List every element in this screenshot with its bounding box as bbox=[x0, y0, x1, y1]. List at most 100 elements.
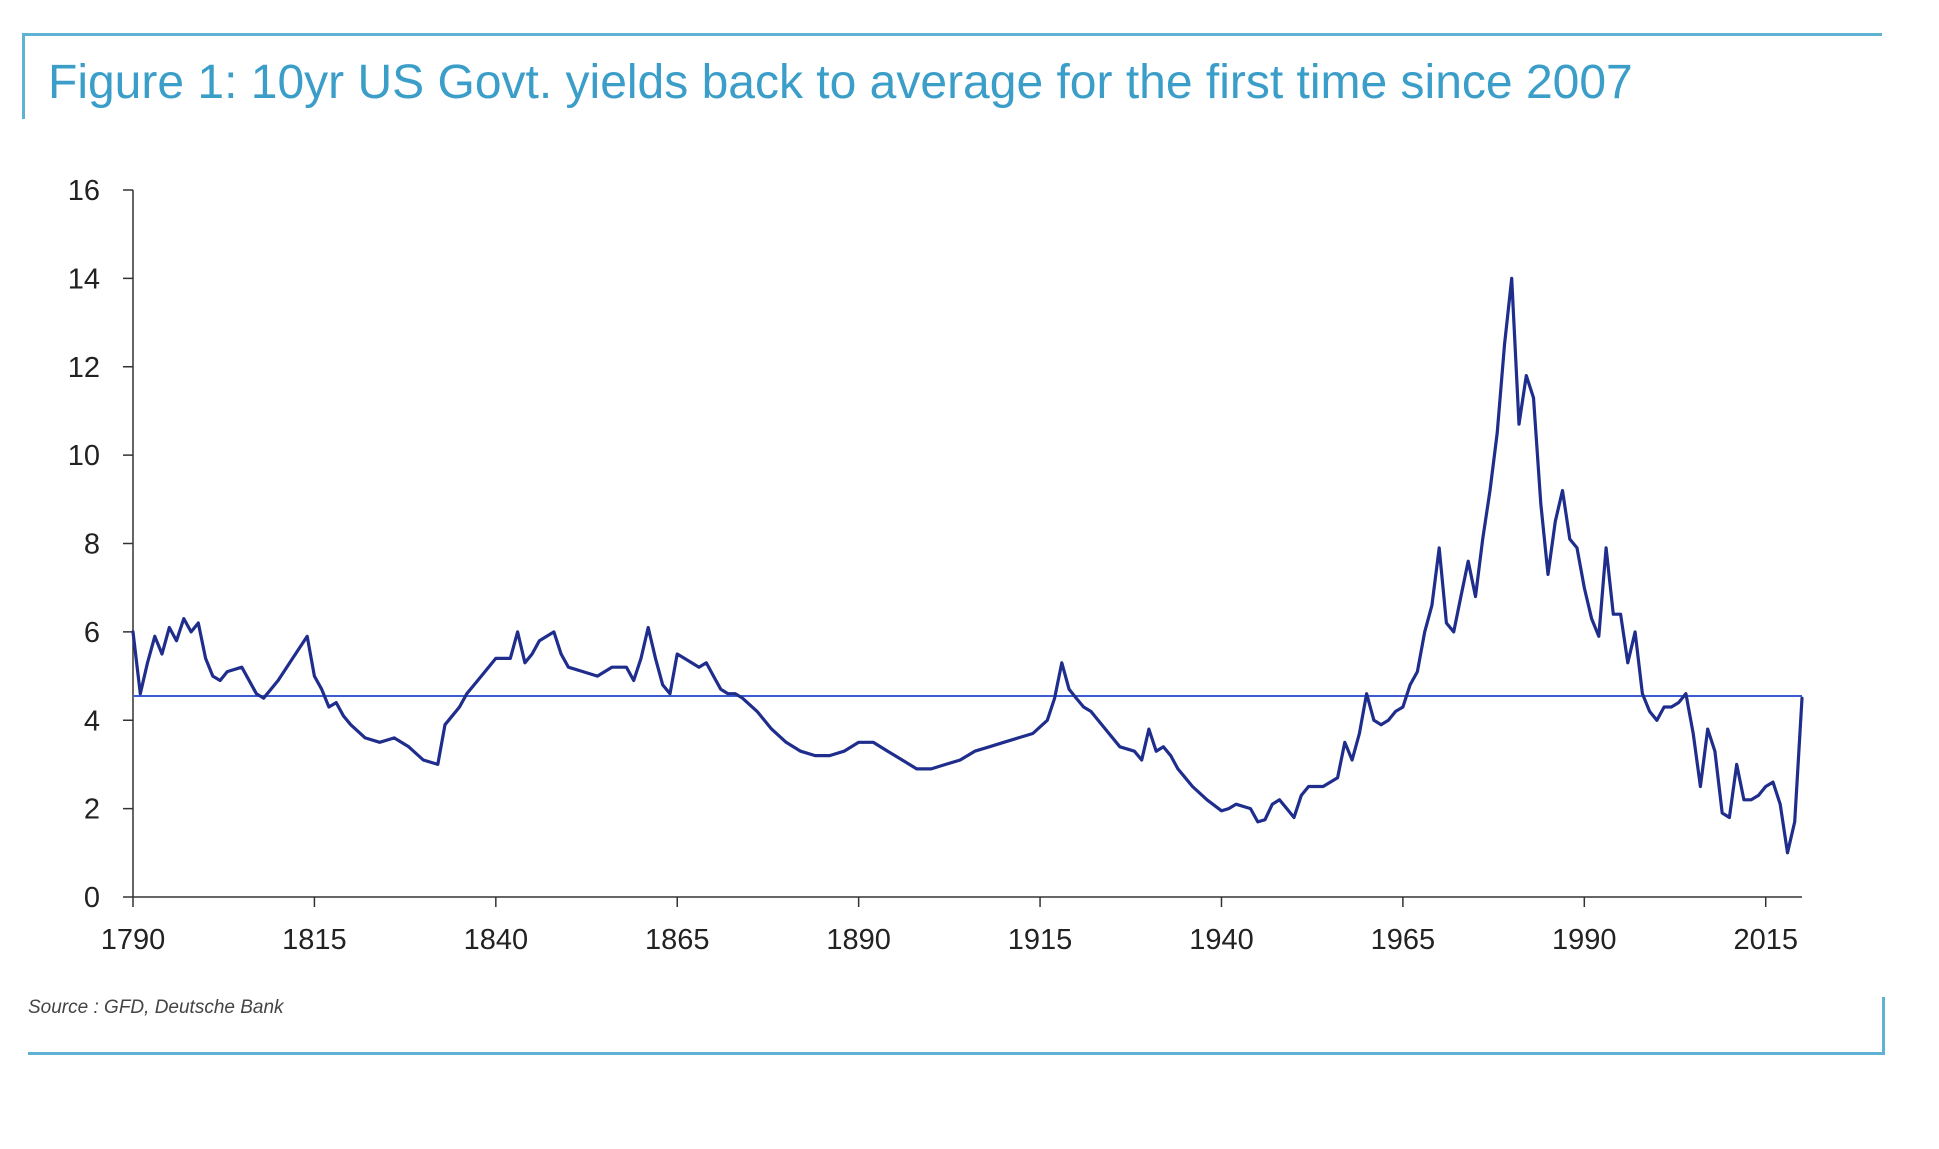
yield-data-point bbox=[654, 657, 657, 660]
yield-data-point bbox=[1714, 750, 1716, 752]
y-tick-label: 16 bbox=[68, 175, 100, 207]
yield-data-point bbox=[1249, 807, 1252, 810]
yield-data-point bbox=[538, 639, 541, 642]
yield-data-point bbox=[1264, 818, 1266, 821]
yield-data-point bbox=[1540, 502, 1542, 505]
axes: 0 2 4 6 8 10 12 14 16 1790 1815 1840 1865 1890 1915 194… bbox=[68, 175, 1802, 956]
yield-data-point bbox=[1786, 852, 1789, 854]
yield-data-point bbox=[915, 768, 918, 770]
yield-data-point bbox=[1641, 692, 1644, 695]
yield-data-point bbox=[1235, 803, 1237, 805]
x-tick-label: 1840 bbox=[464, 924, 529, 956]
yield-data-point bbox=[712, 675, 715, 677]
yield-data-point bbox=[1547, 573, 1549, 576]
yield-data-point bbox=[611, 666, 613, 668]
yield-data-point bbox=[1525, 374, 1528, 377]
x-tick-label: 1990 bbox=[1552, 924, 1617, 956]
yield-data-point bbox=[1409, 684, 1411, 686]
yield-data-point bbox=[930, 768, 932, 770]
yield-data-point bbox=[1082, 706, 1085, 708]
yield-data-point bbox=[1351, 759, 1353, 761]
yield-data-point bbox=[146, 662, 149, 664]
yield-data-point bbox=[183, 617, 185, 620]
figure-title: Figure 1: 10yr US Govt. yields back to a… bbox=[48, 56, 1633, 109]
yield-data-point bbox=[625, 666, 628, 668]
y-tick-label: 12 bbox=[68, 352, 100, 384]
yield-data-point bbox=[1532, 396, 1535, 399]
yield-data-point bbox=[1373, 719, 1375, 722]
yield-data-point bbox=[1090, 710, 1092, 713]
yield-data-point bbox=[1387, 719, 1390, 722]
y-tick-label: 4 bbox=[84, 705, 100, 737]
yield-data-point bbox=[1003, 741, 1005, 744]
yield-data-point bbox=[277, 679, 279, 682]
yield-data-point bbox=[1793, 821, 1796, 823]
yield-data-point bbox=[1670, 706, 1673, 708]
yield-data-point bbox=[741, 697, 744, 699]
yield-data-point bbox=[313, 675, 316, 677]
yield-data-point bbox=[1184, 776, 1186, 779]
yield-data-point bbox=[1685, 692, 1687, 695]
yield-data-point bbox=[1438, 547, 1440, 549]
frame-bottom-rule bbox=[28, 1052, 1885, 1055]
yield-data-point bbox=[1191, 785, 1194, 788]
yield-data-point bbox=[1583, 586, 1586, 589]
yield-data-point bbox=[1075, 697, 1078, 699]
yield-data-point bbox=[669, 692, 671, 695]
yield-data-point bbox=[1416, 670, 1419, 673]
yield-data-point bbox=[959, 759, 961, 761]
yield-data-point bbox=[197, 622, 200, 624]
yield-data-point bbox=[872, 741, 874, 744]
yield-data-point bbox=[1576, 547, 1578, 549]
series-group bbox=[131, 276, 1804, 855]
yield-data-point bbox=[1322, 785, 1324, 788]
yield-data-point bbox=[1569, 538, 1571, 540]
yield-data-point bbox=[1605, 547, 1607, 549]
yield-data-point bbox=[1227, 807, 1230, 810]
yield-data-point bbox=[342, 715, 345, 717]
yield-data-point bbox=[1510, 277, 1513, 280]
frame-left-rule bbox=[22, 33, 25, 119]
yield-data-point bbox=[1706, 728, 1709, 730]
yield-data-point bbox=[1445, 622, 1448, 624]
yield-data-point bbox=[1119, 746, 1121, 748]
yield-data-point bbox=[335, 701, 338, 704]
yield-data-point bbox=[1344, 741, 1346, 744]
yield-data-point bbox=[1757, 794, 1760, 797]
yield-data-point bbox=[705, 662, 708, 664]
y-tick-label: 14 bbox=[68, 263, 100, 295]
yield-data-point bbox=[132, 631, 134, 633]
x-tick-label: 1940 bbox=[1189, 924, 1254, 956]
yield-data-point bbox=[1467, 560, 1469, 562]
yield-data-point bbox=[1358, 732, 1361, 735]
yield-data-point bbox=[1692, 732, 1694, 735]
source-note: Source : GFD, Deutsche Bank bbox=[28, 997, 284, 1018]
y-tick-label: 8 bbox=[84, 529, 100, 561]
yield-data-point bbox=[1140, 759, 1143, 761]
yield-data-point bbox=[828, 754, 831, 757]
yield-data-point bbox=[1503, 343, 1506, 346]
yield-data-point bbox=[1735, 763, 1738, 766]
yield-data-point bbox=[226, 670, 229, 673]
yield-data-point bbox=[596, 675, 599, 677]
yield-data-point bbox=[1402, 706, 1404, 708]
yield-data-point bbox=[1779, 803, 1781, 805]
yield-data-point bbox=[204, 657, 207, 660]
yield-data-point bbox=[1554, 520, 1557, 523]
yield-data-point bbox=[320, 688, 323, 691]
yield-data-point bbox=[241, 666, 243, 668]
yield-data-point bbox=[1307, 785, 1310, 788]
yield-data-point bbox=[1634, 631, 1636, 633]
yield-data-point bbox=[1612, 613, 1615, 615]
yield-data-point bbox=[328, 706, 330, 708]
x-tick-label: 1965 bbox=[1371, 924, 1436, 956]
yield-data-point bbox=[1648, 710, 1651, 713]
yield-data-point bbox=[1518, 423, 1520, 426]
yield-data-point bbox=[770, 728, 773, 730]
yield-data-point bbox=[1721, 812, 1723, 814]
yield-data-point bbox=[1365, 692, 1368, 695]
x-tick-label: 1865 bbox=[645, 924, 710, 956]
yield-data-point bbox=[1155, 750, 1157, 752]
yield-data-point bbox=[1627, 662, 1629, 664]
